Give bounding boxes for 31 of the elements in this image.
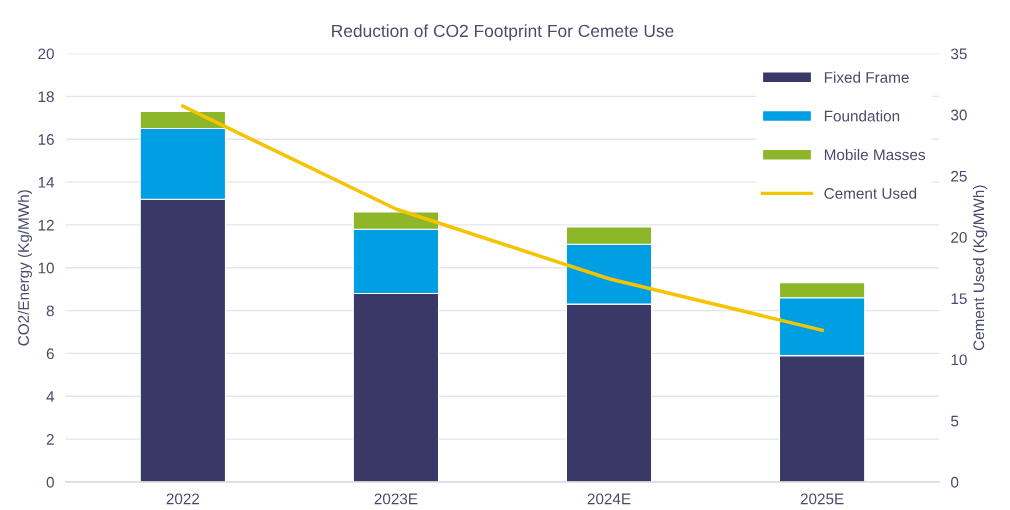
y2-tick-label: 30 xyxy=(950,109,967,121)
y-axis-title: CO2/Energy (Kg/MWh) xyxy=(17,190,32,346)
x-tick-label: 2024E xyxy=(587,493,631,505)
y-tick-label: 4 xyxy=(46,391,55,402)
line-series xyxy=(181,104,824,332)
x-tick-label: 2022 xyxy=(166,493,200,505)
y-tick-label: 16 xyxy=(38,134,54,145)
y-tick-label: 18 xyxy=(38,91,54,103)
y-tick-label: 2 xyxy=(46,433,54,445)
x-tick-label: 2025E xyxy=(800,493,844,505)
y-tick-label: 10 xyxy=(38,262,54,274)
y2-tick-label: 25 xyxy=(951,170,967,182)
x-tick-label: 2023E xyxy=(374,493,418,505)
y2-tick-label: 35 xyxy=(950,48,967,60)
y2-tick-label: 10 xyxy=(951,354,967,366)
y-tick-label: 8 xyxy=(46,305,54,317)
y-tick-label: 0 xyxy=(46,476,54,488)
y2-tick-label: 15 xyxy=(951,293,967,305)
y2-tick-label: 5 xyxy=(951,415,959,427)
y-tick-label: 14 xyxy=(38,177,55,188)
y2-tick-label: 0 xyxy=(951,476,959,488)
y2-axis-title: Cement Used (Kg/MWh) xyxy=(972,185,988,351)
chart-title: Reduction of CO2 Footprint For Cemete Use xyxy=(332,24,674,41)
legend-label: Mobile Masses xyxy=(824,148,925,161)
legend-label: Foundation xyxy=(824,110,900,122)
y-tick-label: 20 xyxy=(38,48,54,60)
legend-label: Cement Used xyxy=(824,187,917,199)
y2-tick-label: 20 xyxy=(951,232,967,243)
legend-label: Fixed Frame xyxy=(824,71,909,83)
y-tick-label: 6 xyxy=(46,348,54,360)
y-tick-label: 12 xyxy=(38,219,54,231)
